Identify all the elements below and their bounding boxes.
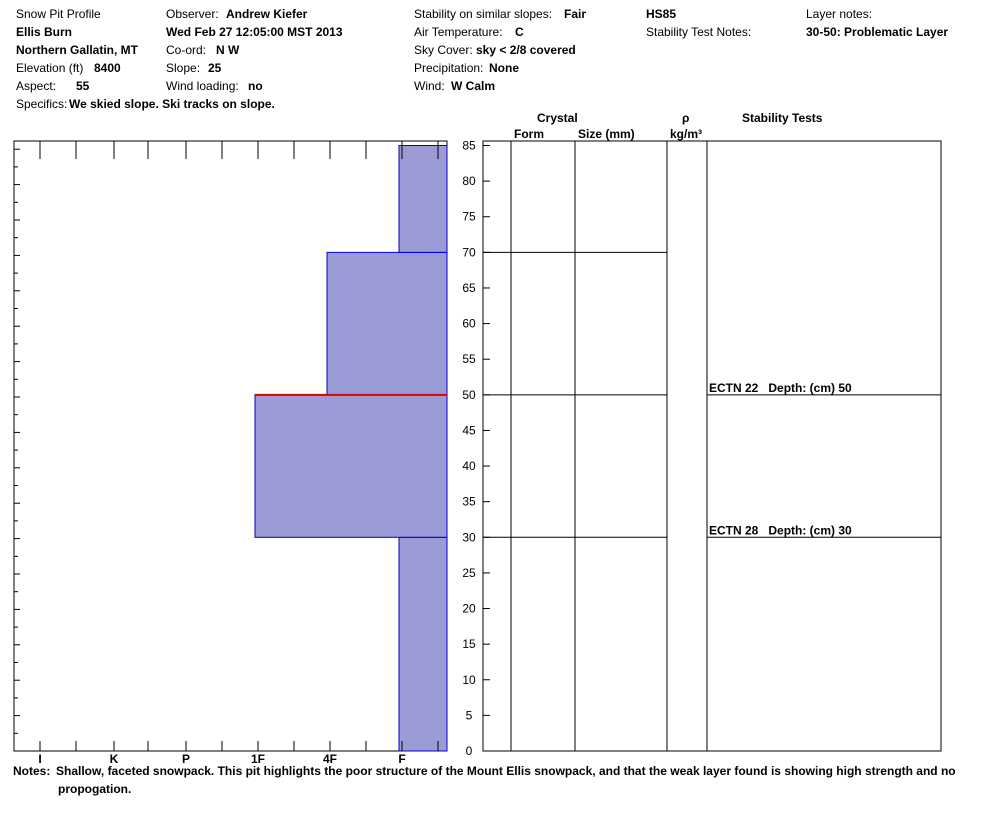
hardness-layer-3 (398, 145, 448, 253)
air-temp-value: C (515, 25, 524, 39)
stability-label: Stability on similar slopes: (414, 7, 553, 21)
specifics-value: We skied slope. Ski tracks on slope. (69, 97, 275, 111)
aspect-label: Aspect: (16, 79, 57, 93)
height-axis: 0 5 10 15 20 25 30 35 40 45 50 55 60 65 70 75 80 85 (14, 139, 490, 758)
stability-tests-header: Stability Tests (742, 111, 823, 125)
height-tick-label-3: 15 (462, 637, 476, 651)
elevation-label: Elevation (ft) (16, 61, 84, 75)
snow-height: HS85 (646, 7, 677, 21)
layer-notes-label: Layer notes: (806, 7, 873, 21)
aspect-value: 55 (76, 79, 90, 93)
specifics-label: Specifics: (16, 97, 68, 111)
elevation-value: 8400 (94, 61, 121, 75)
notes-line-1: Shallow, faceted snowpack. This pit high… (56, 764, 956, 778)
sky-cover-label: Sky Cover: (414, 43, 473, 57)
hardness-layer-0 (398, 536, 448, 752)
layer-notes-value: 30-50: Problematic Layer (806, 25, 949, 39)
wind-loading-label: Wind loading: (166, 79, 239, 93)
height-tick-label-6: 30 (462, 530, 476, 544)
hardness-tick-label-1: K (110, 752, 119, 766)
region-name: Northern Gallatin, MT (16, 43, 139, 57)
size-header: Size (mm) (578, 127, 635, 141)
crystal-header: Crystal (537, 111, 578, 125)
notes-line-2: propogation. (58, 782, 132, 796)
location-name: Ellis Burn (16, 25, 73, 39)
height-tick-label-11: 55 (462, 352, 476, 366)
height-tick-label-2: 10 (462, 673, 476, 687)
wind-loading-value: no (248, 79, 263, 93)
hardness-tick-label-5: F (398, 752, 405, 766)
table-border (482, 140, 942, 752)
height-tick-label-10: 50 (462, 388, 476, 402)
hardness-layer-1 (254, 394, 448, 538)
rho-header: ρ (682, 111, 690, 125)
slope-value: 25 (208, 61, 222, 75)
hardness-layer-2 (326, 251, 448, 396)
density-unit-header: kg/m³ (670, 127, 703, 141)
form-header: Form (514, 127, 544, 141)
hardness-tick-label-4: 4F (323, 752, 337, 766)
height-tick-label-15: 75 (462, 210, 476, 224)
coord-value: N W (216, 43, 240, 57)
coord-label: Co-ord: (166, 43, 207, 57)
hardness-tick-label-3: 1F (251, 752, 265, 766)
observer-value: Andrew Kiefer (226, 7, 308, 21)
precipitation-label: Precipitation: (414, 61, 484, 75)
wind-value: W Calm (451, 79, 496, 93)
height-tick-label-16: 80 (462, 174, 476, 188)
stability-value: Fair (564, 7, 587, 21)
hardness-tick-label-2: P (182, 752, 190, 766)
observer-label: Observer: (166, 7, 219, 21)
sky-cover-value: sky < 2/8 covered (476, 43, 576, 57)
hardness-tick-label-0: I (38, 752, 41, 766)
height-tick-label-9: 45 (462, 423, 476, 437)
height-tick-label-0: 0 (466, 744, 473, 758)
wind-label: Wind: (414, 79, 445, 93)
stability-test-label-1: ECTN 28 Depth: (cm) 30 (709, 523, 852, 537)
observation-datetime: Wed Feb 27 12:05:00 MST 2013 (166, 25, 343, 39)
slope-label: Slope: (166, 61, 201, 75)
stability-test-label-0: ECTN 22 Depth: (cm) 50 (709, 381, 852, 395)
height-tick-label-14: 70 (462, 245, 476, 259)
height-tick-label-17: 85 (462, 139, 476, 153)
height-tick-label-1: 5 (466, 708, 473, 722)
page-title: Snow Pit Profile (16, 7, 101, 21)
hardness-layers (254, 145, 448, 752)
stability-notes-label: Stability Test Notes: (646, 25, 752, 39)
height-tick-label-8: 40 (462, 459, 476, 473)
air-temp-label: Air Temperature: (414, 25, 503, 39)
stability-test-labels: ECTN 22 Depth: (cm) 50 ECTN 28 Depth: (cm… (709, 381, 852, 537)
height-tick-label-13: 65 (462, 281, 476, 295)
height-tick-label-5: 25 (462, 566, 476, 580)
height-tick-label-7: 35 (462, 495, 476, 509)
precipitation-value: None (489, 61, 519, 75)
height-tick-label-12: 60 (462, 317, 476, 331)
hardness-axis: I K P 1F 4F F (38, 141, 439, 766)
crystal-table-grid (482, 140, 942, 752)
height-tick-label-4: 20 (462, 602, 476, 616)
notes-label: Notes: (13, 764, 51, 778)
